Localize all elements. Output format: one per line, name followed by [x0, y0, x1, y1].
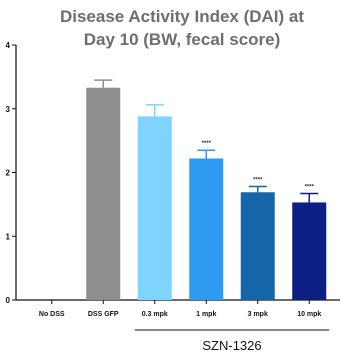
category-label-0: No DSS	[39, 311, 65, 318]
bar-1	[86, 87, 121, 301]
plot-area: 0 1 2 3 4 No DSS DSS GFP 0.3 mpk **** 1 mpk **** 3 …	[6, 41, 340, 318]
bar-3	[189, 158, 224, 300]
y-tick-label-2: 2	[6, 169, 11, 178]
y-tick-label-4: 4	[6, 41, 11, 50]
significance-label-4: ****	[253, 178, 263, 184]
bar-2	[137, 116, 172, 301]
category-label-2: 0.3 mpk	[142, 311, 168, 318]
chart-title-line-2: Day 10 (BW, fecal score)	[84, 30, 281, 49]
chart-title-line-1: Disease Activity Index (DAI) at	[60, 7, 304, 26]
significance-label-5: ****	[305, 185, 315, 191]
category-label-3: 1 mpk	[196, 311, 216, 318]
group-label: SZN-1326	[202, 338, 261, 353]
category-label-5: 10 mpk	[297, 311, 321, 318]
y-tick-label-1: 1	[6, 232, 11, 241]
category-label-1: DSS GFP	[88, 311, 119, 318]
y-tick-label-3: 3	[6, 105, 11, 114]
bar-4	[240, 192, 275, 300]
y-tick-label-0: 0	[6, 296, 11, 305]
significance-label-3: ****	[202, 141, 212, 147]
bar-5	[292, 202, 327, 300]
category-label-4: 3 mpk	[248, 311, 268, 318]
